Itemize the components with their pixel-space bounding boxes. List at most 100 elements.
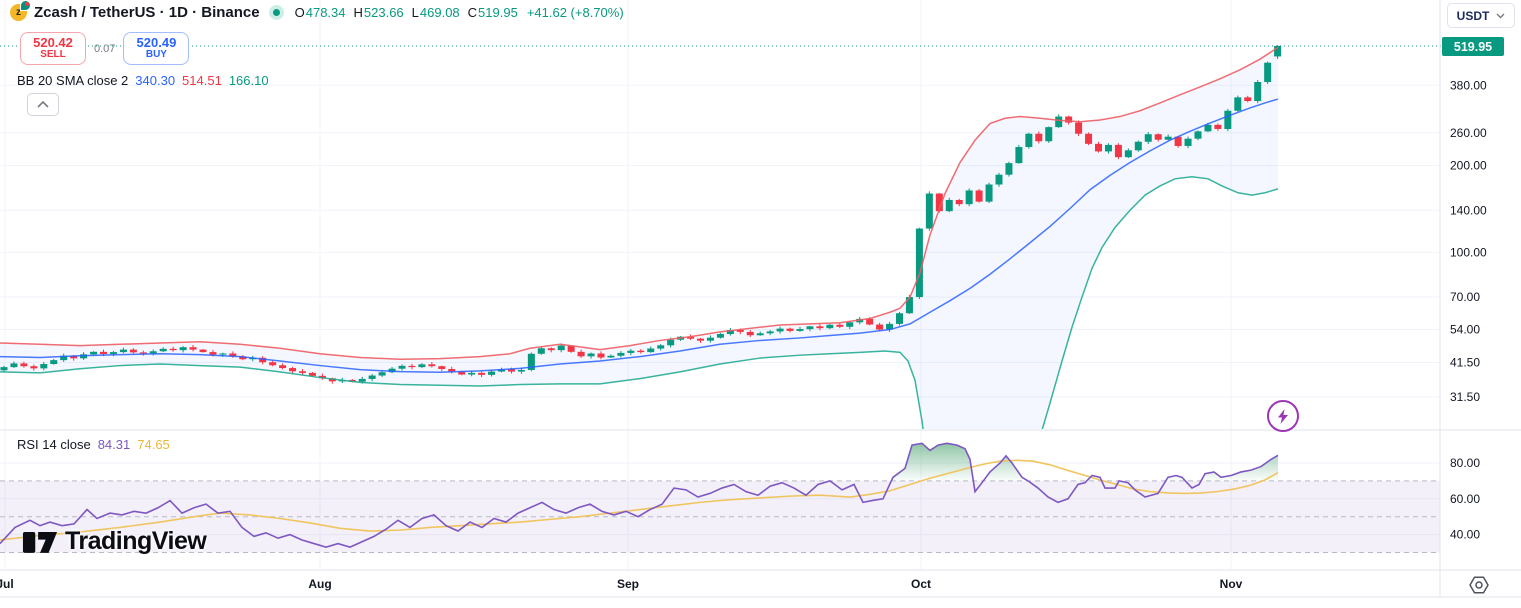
candle-body [100,351,107,355]
candle-body [1164,136,1172,140]
candle-body [587,353,595,357]
candle-body [1085,133,1093,144]
collapse-legend-button[interactable] [27,93,59,116]
candle-body [915,228,923,298]
rsi-tick-label: 60.00 [1450,492,1480,506]
candle-body [239,356,247,360]
month-label: Sep [617,577,639,591]
candle-body [1134,141,1142,151]
currency-dropdown[interactable]: USDT [1447,3,1515,28]
low-label: L [411,5,419,20]
last-price-badge: 519.95 [1442,37,1504,56]
candle-body [1194,131,1202,139]
candle-body [876,324,884,330]
candle-body [259,357,267,363]
price-axis[interactable] [1440,0,1521,570]
candle-body [219,353,227,355]
candle-body [299,371,306,373]
candle-body [458,371,466,375]
candle-body [139,352,147,354]
price-tick-label: 140.00 [1450,203,1487,217]
candle-body [597,353,605,358]
candle-body [408,365,416,368]
candle-body [209,352,217,355]
bb-upper-line [0,46,1279,360]
candle-body [557,345,565,351]
candle-body [955,199,963,205]
month-label: Nov [1220,577,1243,591]
candle-body [836,324,844,327]
rsi-ma-value: 74.65 [137,437,170,452]
time-axis[interactable] [0,570,1440,598]
candle-body [617,352,625,356]
buy-label: BUY [145,49,167,61]
candle-body [846,322,854,327]
boost-flash-button[interactable] [1267,400,1299,432]
market-status-icon [268,5,284,20]
candle-body [189,347,197,350]
candle-body [647,348,655,353]
main-pane [0,45,1282,429]
price-tick-label: 380.00 [1450,78,1487,92]
candle-body [1204,124,1212,132]
candle-body [935,193,943,212]
candle-body [269,362,277,366]
candle-body [716,334,724,338]
order-panel: 520.42 SELL 0.07 520.49 BUY [20,32,190,65]
candle-body [925,193,933,229]
candle-body [806,326,814,330]
close-value: 519.95 [478,5,518,20]
close-label: C [467,5,478,20]
bb-indicator-legend[interactable]: BB 20 SMA close 2 340.30 514.51 166.10 [17,73,269,88]
open-label: O [294,5,305,20]
candle-body [169,348,177,351]
watermark-text: TradingView [65,527,207,555]
sell-button[interactable]: 520.42 SELL [20,32,86,65]
candle-body [697,338,704,341]
candle-body [786,328,794,331]
buy-button[interactable]: 520.49 BUY [123,32,190,65]
candle-body [746,331,754,336]
sell-price: 520.42 [33,35,73,51]
candle-body [537,348,545,354]
candle-body [358,378,366,382]
month-label: Aug [308,577,331,591]
high-label: H [353,5,363,20]
candle-body [1144,134,1152,142]
candle-body [527,353,535,370]
month-label: Jul [0,577,14,591]
candle-body [488,371,496,375]
high-value: 523.66 [363,5,404,20]
candle-body [229,353,237,357]
symbol-title[interactable]: Zcash / TetherUS · 1D · Binance [34,4,260,21]
candle-body [159,348,167,352]
rsi-name: RSI 14 close [17,437,91,452]
rsi-pane [0,442,1440,553]
candle-body [517,369,525,372]
gridlines [0,0,1440,570]
rsi-ma-line [0,459,1279,541]
rsi-tick-label: 80.00 [1450,456,1480,470]
bb-fill [0,47,1278,429]
candle-body [119,349,127,353]
price-tick-label: 70.00 [1450,290,1480,304]
chevron-up-icon [37,101,49,108]
candle-body [1154,134,1162,140]
price-tick-label: 54.00 [1450,323,1480,337]
candle-body [756,333,764,336]
price-tick-label: 31.50 [1450,390,1480,404]
spread-value: 0.07 [94,42,116,55]
rsi-indicator-legend[interactable]: RSI 14 close 84.31 74.65 [17,437,170,452]
candle-body [1104,144,1112,152]
time-axis-settings-button[interactable] [1462,572,1496,598]
candle-body [1035,133,1043,142]
candle-body [428,364,436,367]
candle-body [438,366,446,370]
tradingview-watermark: TradingView [22,527,207,556]
candle-body [70,355,78,359]
candle-body [607,355,615,358]
candle-body [30,366,38,369]
candle-body [40,364,48,369]
candle-body [1124,150,1132,158]
